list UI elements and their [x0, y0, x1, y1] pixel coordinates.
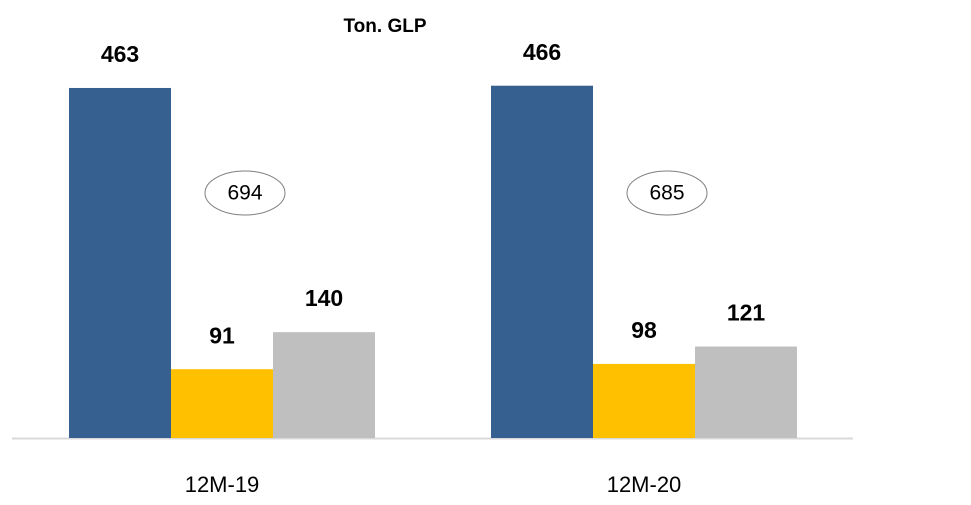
value-label: 121: [727, 300, 766, 326]
value-label: 98: [631, 317, 657, 343]
bar: [593, 363, 695, 438]
annotation: 694: [227, 182, 262, 205]
x-tick-label: 12M-19: [185, 472, 260, 497]
bar: [695, 346, 797, 438]
bar: [171, 369, 273, 438]
value-label: 140: [305, 285, 343, 311]
x-tick-label: 12M-20: [607, 472, 682, 497]
bar: [273, 332, 375, 438]
bar: [69, 87, 171, 439]
bar: [491, 85, 593, 438]
value-label: 466: [523, 39, 561, 65]
annotation-ellipse: [626, 170, 708, 216]
value-label: 91: [209, 322, 235, 348]
value-label: 463: [101, 41, 139, 67]
chart-title: Ton. GLP: [343, 16, 426, 37]
annotation: 685: [649, 182, 684, 205]
annotation-ellipse: [204, 170, 286, 216]
